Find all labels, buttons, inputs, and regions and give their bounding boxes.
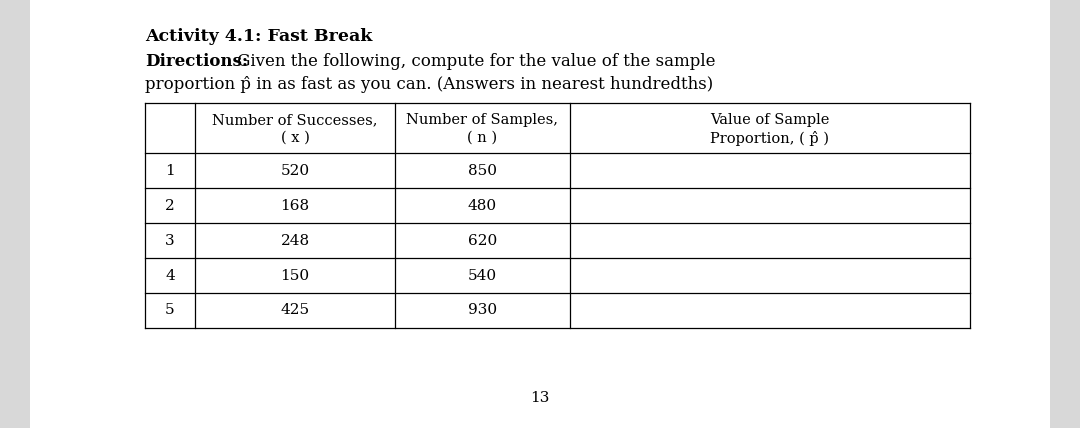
Text: proportion p̂ in as fast as you can. (Answers in nearest hundredths): proportion p̂ in as fast as you can. (An… bbox=[145, 76, 713, 93]
Text: Proportion, ( p̂ ): Proportion, ( p̂ ) bbox=[711, 131, 829, 146]
Text: 150: 150 bbox=[281, 268, 310, 282]
Text: 3: 3 bbox=[165, 234, 175, 247]
Text: Directions:: Directions: bbox=[145, 53, 248, 70]
Text: 1: 1 bbox=[165, 163, 175, 178]
Text: 520: 520 bbox=[281, 163, 310, 178]
Text: Activity 4.1: Fast Break: Activity 4.1: Fast Break bbox=[145, 28, 373, 45]
Text: 620: 620 bbox=[468, 234, 497, 247]
Text: ( n ): ( n ) bbox=[468, 131, 498, 145]
Text: 13: 13 bbox=[530, 391, 550, 405]
Text: 930: 930 bbox=[468, 303, 497, 318]
Text: 850: 850 bbox=[468, 163, 497, 178]
Text: Given the following, compute for the value of the sample: Given the following, compute for the val… bbox=[232, 53, 715, 70]
Text: 4: 4 bbox=[165, 268, 175, 282]
Text: 540: 540 bbox=[468, 268, 497, 282]
Text: 480: 480 bbox=[468, 199, 497, 212]
Text: 425: 425 bbox=[281, 303, 310, 318]
Text: Number of Successes,: Number of Successes, bbox=[213, 113, 378, 127]
Text: 2: 2 bbox=[165, 199, 175, 212]
Text: Value of Sample: Value of Sample bbox=[711, 113, 829, 127]
Text: 248: 248 bbox=[281, 234, 310, 247]
Text: Number of Samples,: Number of Samples, bbox=[406, 113, 558, 127]
Bar bbox=[145, 103, 970, 328]
Text: ( x ): ( x ) bbox=[281, 131, 310, 145]
Text: 168: 168 bbox=[281, 199, 310, 212]
Text: 5: 5 bbox=[165, 303, 175, 318]
